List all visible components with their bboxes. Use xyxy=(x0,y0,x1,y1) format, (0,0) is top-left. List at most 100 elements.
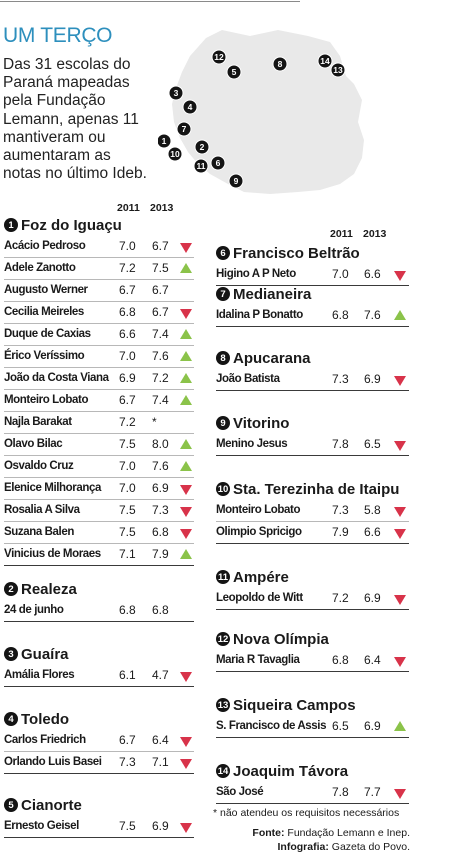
score-2011: 6.9 xyxy=(119,371,136,385)
score-2013: 5.8 xyxy=(364,503,381,517)
score-2013: 7.6 xyxy=(152,459,169,473)
trend-down-icon xyxy=(394,789,406,799)
school-row: Olimpio Spricigo 7.9 6.6 xyxy=(216,522,409,544)
map-marker-11: 11 xyxy=(193,158,209,174)
score-2013: 7.5 xyxy=(152,261,169,275)
map-marker-2: 2 xyxy=(194,139,210,155)
city-group: 8 Apucarana João Batista 7.3 6.9 xyxy=(216,347,409,391)
score-2011: 7.5 xyxy=(119,503,136,517)
score-2013: 7.4 xyxy=(152,327,169,341)
school-name: Duque de Caxias xyxy=(4,328,91,340)
school-row: São José 7.8 7.7 xyxy=(216,782,409,804)
score-2013: 6.5 xyxy=(364,437,381,451)
school-name: Augusto Werner xyxy=(4,284,88,296)
school-row: Orlando Luis Basei 7.3 7.1 xyxy=(4,752,194,774)
school-row: Adele Zanotto 7.2 7.5 xyxy=(4,258,194,280)
school-row: João da Costa Viana 6.9 7.2 xyxy=(4,368,194,390)
city-header: 1 Foz do Iguaçu xyxy=(4,214,194,236)
score-2011: 6.8 xyxy=(119,305,136,319)
trend-down-icon xyxy=(180,823,192,833)
city-header: 8 Apucarana xyxy=(216,347,409,369)
score-2011: 6.8 xyxy=(332,308,349,322)
score-2011: 6.7 xyxy=(119,283,136,297)
trend-down-icon xyxy=(394,441,406,451)
city-group: 12 Nova Olímpia Maria R Tavaglia 6.8 6.4 xyxy=(216,628,409,672)
score-2011: 7.1 xyxy=(119,547,136,561)
city-group: 2 Realeza 24 de junho 6.8 6.8 xyxy=(4,578,194,622)
svg-text:4: 4 xyxy=(188,102,193,112)
score-2011: 7.0 xyxy=(119,349,136,363)
school-name: Monteiro Lobato xyxy=(216,504,301,516)
score-2011: 7.9 xyxy=(332,525,349,539)
school-name: João da Costa Viana xyxy=(4,372,109,384)
city-number-badge: 2 xyxy=(4,582,18,596)
school-row: Higino A P Neto 7.0 6.6 xyxy=(216,264,409,286)
score-2013: 6.9 xyxy=(364,372,381,386)
school-name: São José xyxy=(216,786,264,798)
map-marker-8: 8 xyxy=(272,56,288,72)
page-title: UM TERÇO xyxy=(3,24,113,47)
city-group: 4 Toledo Carlos Friedrich 6.7 6.4 Orlando Lui… xyxy=(4,708,194,774)
city-header: 12 Nova Olímpia xyxy=(216,628,409,650)
school-name: Orlando Luis Basei xyxy=(4,756,102,768)
score-2013: 8.0 xyxy=(152,437,169,451)
city-number-badge: 4 xyxy=(4,712,18,726)
city-name: Nova Olímpia xyxy=(233,630,329,648)
city-group: 5 Cianorte Ernesto Geisel 7.5 6.9 xyxy=(4,794,194,838)
map-marker-9: 9 xyxy=(228,173,244,189)
school-row: Najla Barakat 7.2 * xyxy=(4,412,194,434)
school-name: Elenice Milhorança xyxy=(4,482,101,494)
trend-up-icon xyxy=(180,395,192,405)
score-2013: 6.7 xyxy=(152,283,169,297)
city-group: 3 Guaíra Amália Flores 6.1 4.7 xyxy=(4,643,194,687)
city-name: Sta. Terezinha de Itaipu xyxy=(233,480,400,498)
score-2011: 6.6 xyxy=(119,327,136,341)
city-name: Joaquim Távora xyxy=(233,762,349,780)
source-line: Fonte: Fundação Lemann e Inep. xyxy=(252,827,410,839)
school-row: Cecilia Meireles 6.8 6.7 xyxy=(4,302,194,324)
score-2013: 7.6 xyxy=(152,349,169,363)
footnote: * não atendeu os requisitos necessários xyxy=(213,807,400,819)
score-2013: 6.4 xyxy=(364,653,381,667)
city-group: 10 Sta. Terezinha de Itaipu Monteiro Lobat… xyxy=(216,478,409,544)
score-2011: 7.5 xyxy=(119,525,136,539)
credit-line: Infografia: Gazeta do Povo. xyxy=(278,841,410,853)
city-header: 11 Ampére xyxy=(216,566,409,588)
city-group: 7 Medianeira Idalina P Bonatto 6.8 7.6 xyxy=(216,283,409,327)
school-name: Ernesto Geisel xyxy=(4,820,79,832)
trend-up-icon xyxy=(180,351,192,361)
school-name: Rosalia A Silva xyxy=(4,504,80,516)
svg-text:2: 2 xyxy=(200,142,205,152)
city-name: Foz do Iguaçu xyxy=(21,216,122,234)
school-row: Suzana Balen 7.5 6.8 xyxy=(4,522,194,544)
city-name: Cianorte xyxy=(21,796,82,814)
trend-up-icon xyxy=(180,263,192,273)
credit-label: Infografia: xyxy=(277,841,329,853)
trend-up-icon xyxy=(394,721,406,731)
school-name: Osvaldo Cruz xyxy=(4,460,74,472)
school-row: Érico Veríssimo 7.0 7.6 xyxy=(4,346,194,368)
intro-line: Das 31 escolas do xyxy=(3,56,131,73)
school-row: 24 de junho 6.8 6.8 xyxy=(4,600,194,622)
score-2013: 7.6 xyxy=(364,308,381,322)
svg-text:6: 6 xyxy=(216,158,221,168)
intro-line: notas no último Ideb. xyxy=(3,165,147,183)
map-shape xyxy=(172,30,364,194)
school-row: S. Francisco de Assis 6.5 6.9 xyxy=(216,716,409,738)
trend-up-icon xyxy=(180,373,192,383)
year-header-2011: 2011 xyxy=(330,228,353,240)
city-header: 4 Toledo xyxy=(4,708,194,730)
city-group: 1 Foz do Iguaçu Acácio Pedroso 7.0 6.7 Adele … xyxy=(4,214,194,566)
school-name: 24 de junho xyxy=(4,604,64,616)
city-number-badge: 5 xyxy=(4,798,18,812)
svg-text:10: 10 xyxy=(170,149,180,159)
score-2013: 6.8 xyxy=(152,603,169,617)
school-name: Idalina P Bonatto xyxy=(216,309,303,321)
score-2013: 7.7 xyxy=(364,785,381,799)
school-name: Olavo Bilac xyxy=(4,438,63,450)
score-2013: 6.9 xyxy=(364,591,381,605)
map-marker-13: 13 xyxy=(330,62,346,78)
score-2011: 7.0 xyxy=(119,239,136,253)
map-marker-7: 7 xyxy=(176,121,192,137)
